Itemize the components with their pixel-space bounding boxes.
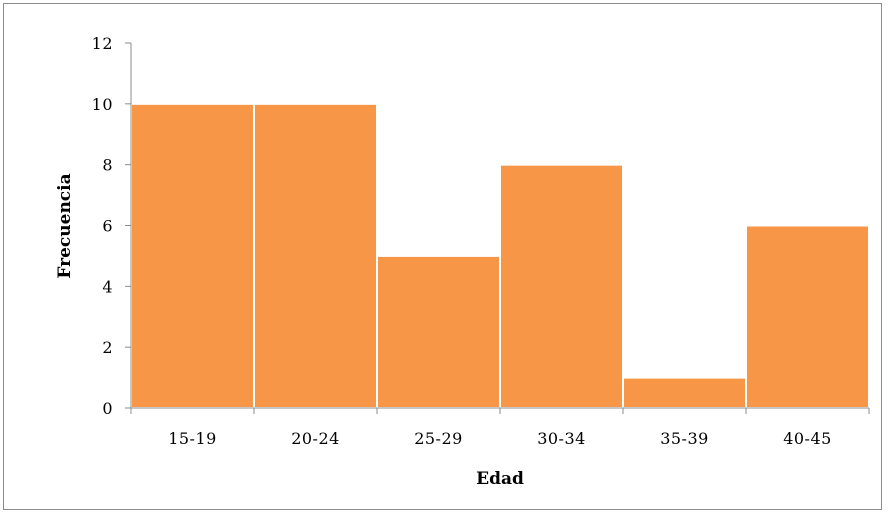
x-tick-labels: 15-19 20-24 25-29 30-34 35-39 40-45 bbox=[168, 429, 832, 448]
y-tick-label-2: 2 bbox=[102, 338, 113, 357]
y-tick-label-0: 0 bbox=[102, 399, 113, 418]
x-axis-title: Edad bbox=[476, 469, 524, 489]
y-tick-label-10: 10 bbox=[92, 95, 113, 114]
y-axis-title: Frecuencia bbox=[55, 173, 75, 278]
y-tick-label-8: 8 bbox=[102, 156, 113, 175]
bar-35-39 bbox=[622, 376, 747, 410]
bar-20-24 bbox=[253, 102, 378, 409]
x-tick-label-40-45: 40-45 bbox=[783, 429, 832, 448]
x-tick-label-15-19: 15-19 bbox=[168, 429, 217, 448]
x-tick-label-35-39: 35-39 bbox=[660, 429, 709, 448]
x-tick-label-25-29: 25-29 bbox=[414, 429, 463, 448]
bar-30-34 bbox=[499, 163, 624, 409]
bar-25-29 bbox=[376, 254, 501, 409]
x-tick-label-30-34: 30-34 bbox=[537, 429, 586, 448]
y-tick-label-12: 12 bbox=[92, 34, 113, 53]
axes-group bbox=[125, 42, 870, 414]
y-tick-label-4: 4 bbox=[102, 277, 113, 296]
x-tick-label-20-24: 20-24 bbox=[291, 429, 340, 448]
y-tick-label-6: 6 bbox=[102, 217, 113, 236]
y-tick-labels: 0 2 4 6 8 10 12 bbox=[92, 34, 113, 418]
bars-group bbox=[130, 102, 870, 410]
bar-15-19 bbox=[130, 102, 255, 409]
bar-40-45 bbox=[745, 224, 870, 409]
